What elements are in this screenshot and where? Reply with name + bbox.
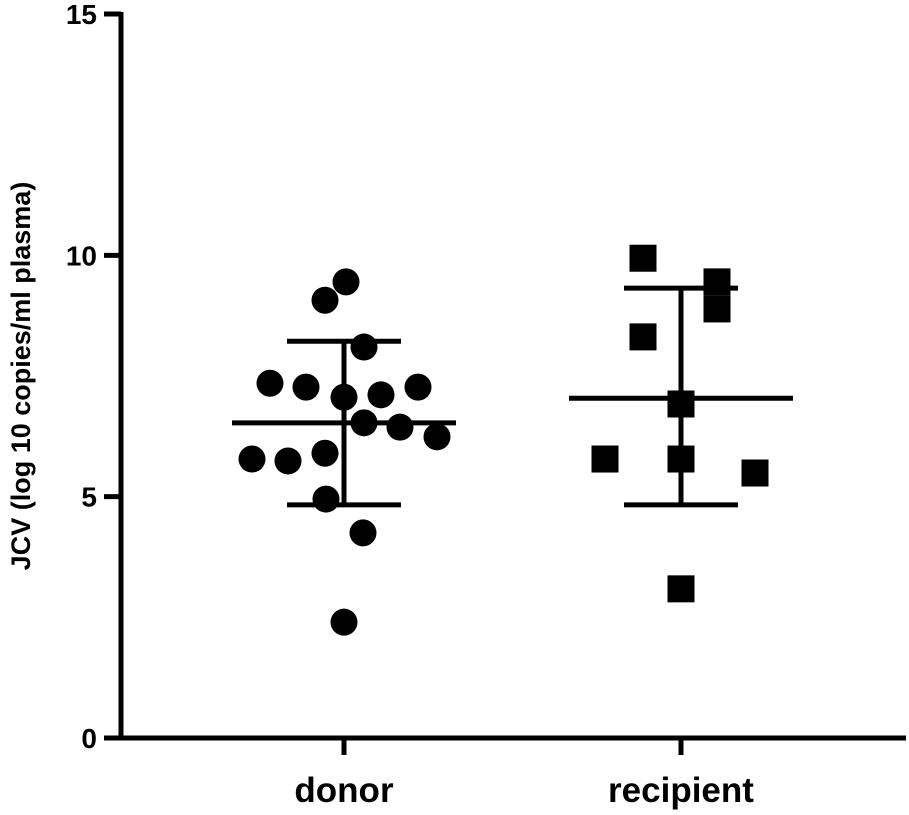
data-point-square — [591, 445, 619, 473]
y-tick-label: 0 — [81, 723, 97, 754]
data-point-circle — [404, 373, 432, 401]
series-donor — [232, 268, 456, 636]
data-point-circle — [256, 369, 284, 397]
data-point-circle — [311, 286, 339, 314]
y-axis-label: JCV (log 10 copies/ml plasma) — [6, 182, 36, 571]
data-point-square — [629, 323, 657, 351]
data-point-circle — [238, 445, 266, 473]
data-point-circle — [332, 268, 360, 296]
y-tick-label: 15 — [66, 0, 97, 30]
data-point-circle — [423, 423, 451, 451]
data-point-square — [703, 295, 731, 323]
data-point-square — [741, 459, 769, 487]
data-point-circle — [312, 485, 340, 513]
data-point-circle — [292, 373, 320, 401]
data-point-circle — [311, 439, 339, 467]
data-point-square — [629, 244, 657, 272]
data-point-circle — [350, 333, 378, 361]
y-tick-label: 5 — [81, 482, 97, 513]
x-tick-label-donor: donor — [294, 771, 394, 810]
axes: 0 5 10 15 donor recipient — [66, 0, 906, 810]
y-tick-label: 10 — [66, 240, 97, 271]
data-point-circle — [349, 519, 377, 547]
data-point-circle — [367, 381, 395, 409]
data-point-square — [667, 575, 695, 603]
data-point-circle — [274, 447, 302, 475]
data-point-square — [703, 268, 731, 296]
x-tick-label-recipient: recipient — [608, 771, 754, 810]
data-point-circle — [386, 413, 414, 441]
data-point-circle — [330, 608, 358, 636]
data-marks — [232, 244, 793, 636]
series-recipient — [569, 244, 793, 603]
